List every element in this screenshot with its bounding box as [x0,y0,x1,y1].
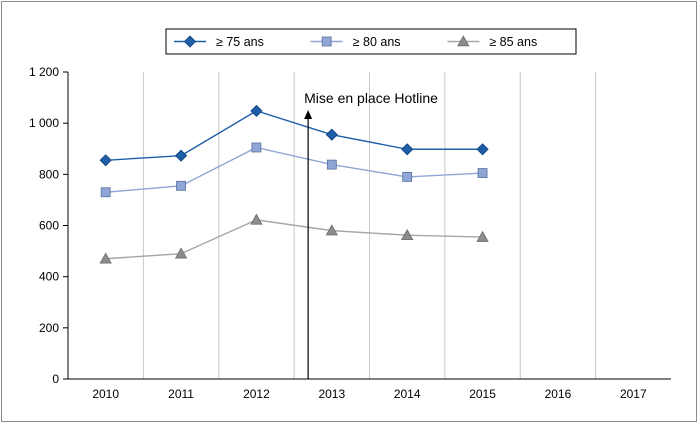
series-line [105,219,483,260]
data-point [250,213,263,225]
series-1 [99,104,489,167]
series-group [99,104,489,264]
series-3 [99,213,489,264]
legend-label: ≥ 85 ans [489,35,537,49]
data-point [99,154,112,167]
x-tick-label: 2013 [318,387,345,401]
series-line [105,110,483,161]
data-point [402,171,413,182]
data-point [251,142,262,153]
data-point [401,143,414,156]
annotation-arrow-head [304,110,313,119]
legend-label: ≥ 75 ans [216,35,264,49]
data-point [476,143,489,156]
y-tick-label: 0 [52,372,59,386]
x-tick-label: 2017 [620,387,647,401]
legend-marker [457,35,470,47]
y-tick-label: 800 [39,167,59,181]
y-tick-label: 600 [39,219,59,233]
data-point [176,180,186,191]
y-tick-label: 1 000 [29,116,59,130]
data-point [174,247,188,259]
x-tick-label: 2010 [92,387,119,401]
series-line [105,146,483,193]
y-axis-ticks: 0 200 400 600 800 1 000 1 200 [29,65,68,386]
data-point [401,228,414,241]
x-axis-ticks: 2010 2011 2012 2013 2014 2015 2016 2017 [92,387,647,401]
x-tick-label: 2012 [243,387,270,401]
legend-marker [183,35,197,48]
data-point [100,187,111,198]
data-point [250,104,263,117]
x-tick-label: 2015 [469,387,496,401]
legend-label: ≥ 80 ans [353,35,401,49]
y-tick-label: 400 [39,270,59,284]
legend: ≥ 75 ans ≥ 80 ans ≥ 85 ans [165,28,577,55]
data-point [477,168,488,178]
annotation-label: Mise en place Hotline [304,90,438,106]
legend-item-1: ≥ 75 ans [174,35,264,49]
data-point [476,230,489,242]
x-tick-label: 2016 [545,387,572,401]
legend-item-3: ≥ 85 ans [447,35,537,49]
annotation: Mise en place Hotline [304,90,438,379]
y-tick-label: 200 [39,321,59,335]
y-tick-label: 1 200 [29,65,59,79]
data-point [174,149,188,162]
x-tick-label: 2014 [394,387,421,401]
x-tick-label: 2011 [168,387,194,401]
data-point [325,128,338,141]
series-2 [100,142,488,198]
legend-box [165,28,577,55]
legend-marker [321,36,332,47]
legend-item-2: ≥ 80 ans [310,35,401,49]
data-point [326,159,337,170]
gridlines [142,72,597,379]
data-point [325,224,338,236]
data-point [99,252,112,264]
